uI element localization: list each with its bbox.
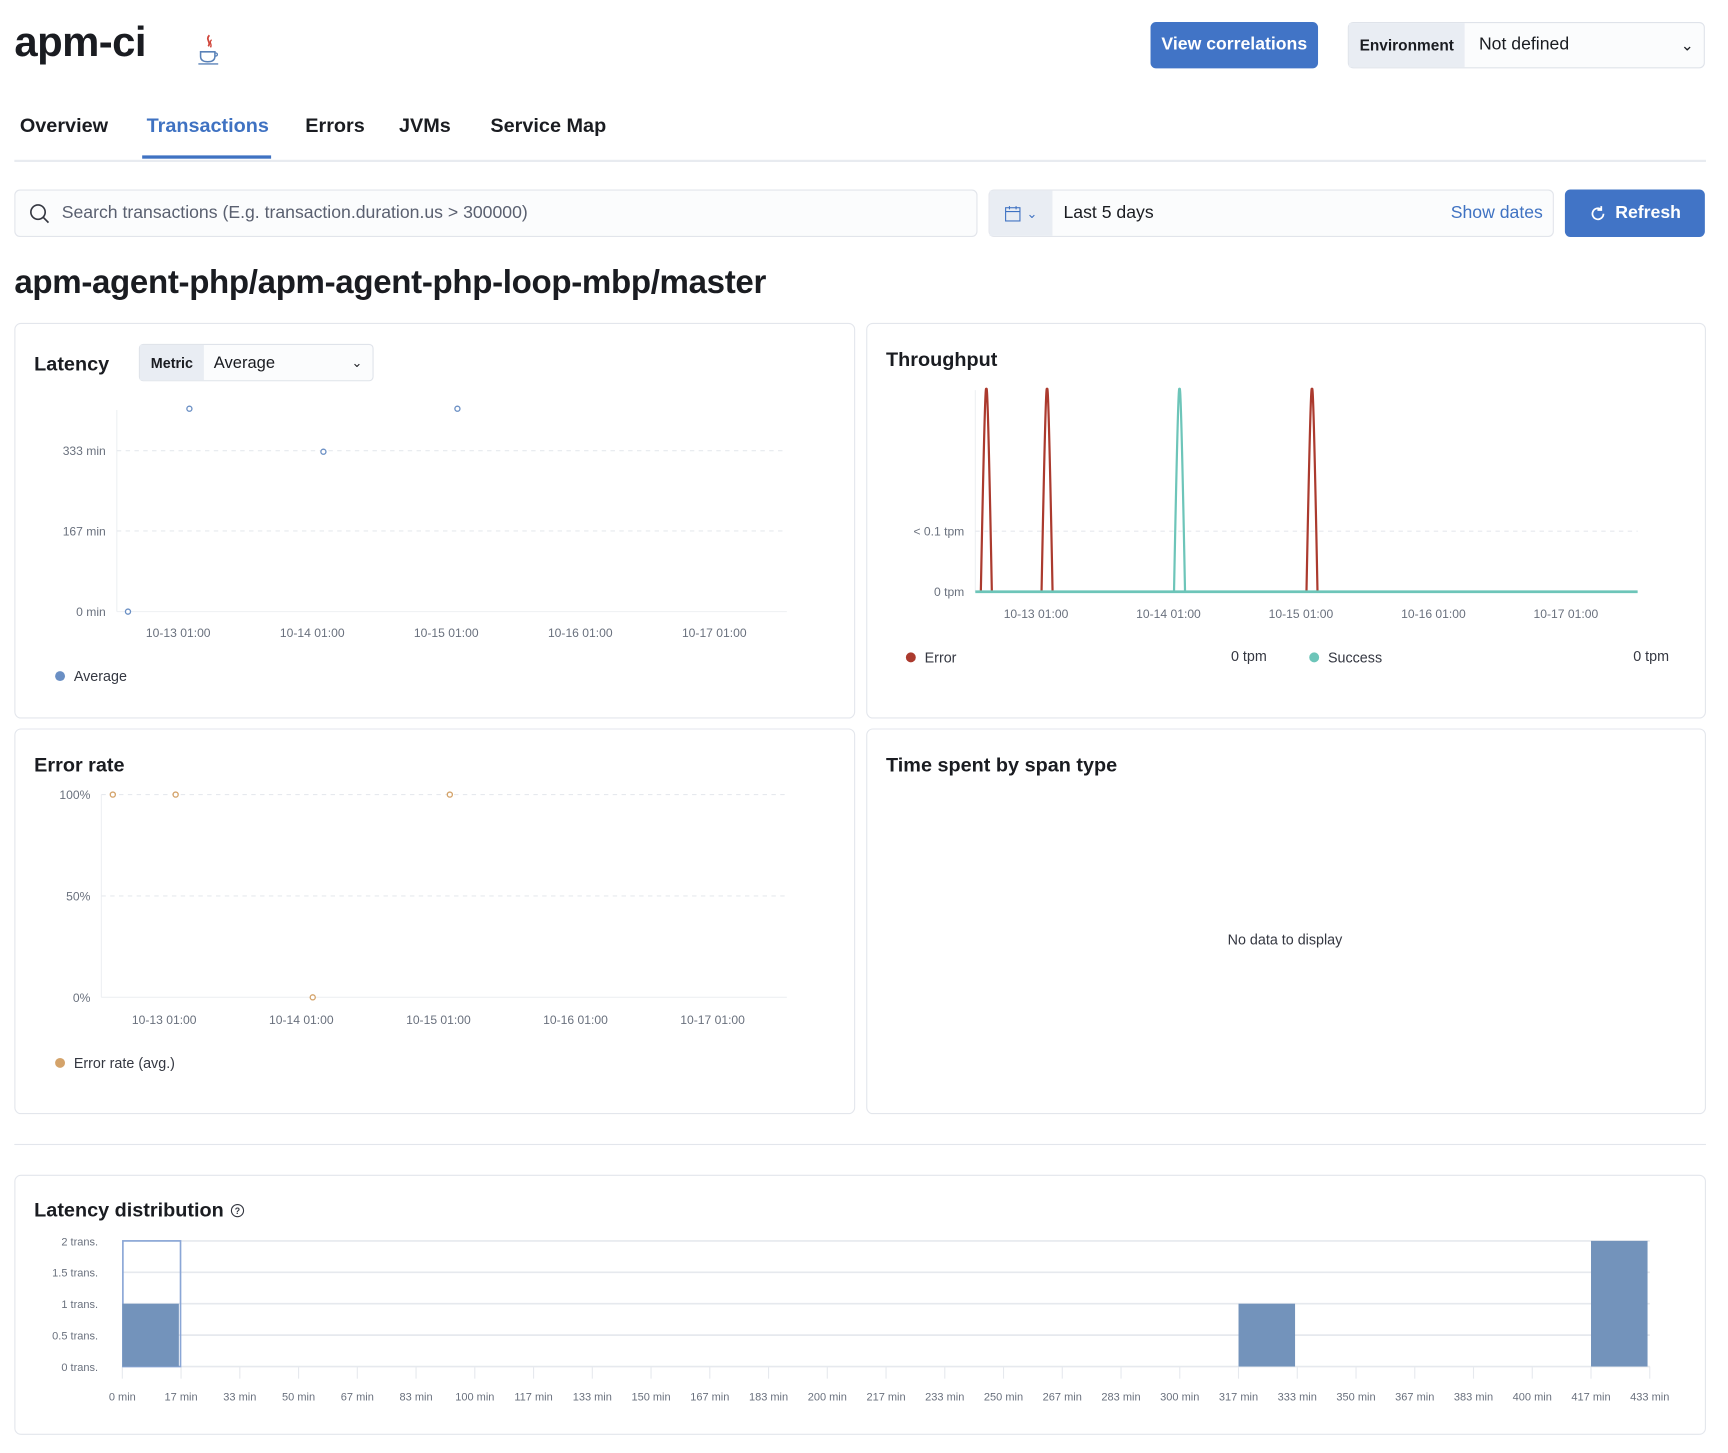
legend-success[interactable]: Success [1309, 649, 1382, 666]
environment-value: Not defined [1478, 35, 1570, 54]
legend-success-value: 0 tpm [1633, 647, 1670, 665]
legend-error-value: 0 tpm [1230, 647, 1267, 665]
chevron-down-icon: ⌄ [1680, 35, 1694, 54]
legend-dot [905, 652, 916, 663]
active-tab-indicator [142, 155, 272, 159]
section-divider [14, 1143, 1706, 1146]
tab-overview[interactable]: Overview [19, 114, 109, 137]
tab-jvms[interactable]: JVMs [398, 114, 451, 137]
span-type-title: Time spent by span type [886, 753, 1118, 776]
refresh-button[interactable]: Refresh [1564, 189, 1705, 237]
span-type-panel [866, 728, 1706, 1115]
environment-label: Environment [1348, 23, 1465, 68]
throughput-title: Throughput [886, 348, 998, 371]
legend-label: Error rate (avg.) [73, 1054, 175, 1072]
view-correlations-button[interactable]: View correlations [1150, 22, 1319, 69]
latency-metric-select[interactable]: Metric Average ⌄ [138, 343, 374, 382]
error-rate-panel [14, 728, 856, 1115]
refresh-label: Refresh [1615, 203, 1681, 223]
latency-distribution-title: Latency distribution [34, 1199, 224, 1222]
transaction-name: apm-agent-php/apm-agent-php-loop-mbp/mas… [14, 264, 767, 301]
tab-errors[interactable]: Errors [305, 114, 365, 137]
legend-dot [55, 671, 66, 682]
metric-value: Average [213, 353, 276, 372]
legend-label: Success [1327, 649, 1383, 666]
error-rate-title: Error rate [34, 753, 125, 776]
throughput-panel [866, 322, 1706, 719]
show-dates-link[interactable]: Show dates [1450, 203, 1543, 223]
search-input[interactable]: Search transactions (E.g. transaction.du… [14, 189, 978, 237]
tab-service-map[interactable]: Service Map [490, 114, 607, 137]
service-title: apm-ci [14, 19, 147, 67]
svg-text:?: ? [235, 1206, 240, 1216]
chevron-down-icon: ⌄ [351, 354, 363, 371]
legend-average[interactable]: Average [55, 667, 127, 685]
latency-panel [14, 322, 856, 719]
legend-label: Error [924, 649, 957, 666]
calendar-icon [1005, 205, 1022, 221]
no-data-message: No data to display [1227, 931, 1343, 948]
legend-dot [1309, 652, 1320, 663]
search-placeholder: Search transactions (E.g. transaction.du… [61, 203, 528, 223]
help-icon[interactable]: ? [230, 1203, 245, 1218]
latency-distribution-panel [14, 1174, 1706, 1435]
java-icon [198, 34, 219, 65]
quick-select-button[interactable]: ⌄ [989, 190, 1053, 236]
environment-select[interactable]: Environment Not defined ⌄ [1347, 22, 1705, 69]
legend-label: Average [73, 667, 127, 685]
date-range[interactable]: Last 5 days [1063, 203, 1154, 223]
legend-error[interactable]: Error [905, 649, 957, 666]
legend-dot [55, 1057, 66, 1068]
chevron-down-icon: ⌄ [1026, 205, 1038, 221]
date-picker[interactable]: ⌄ Last 5 days Show dates [988, 189, 1554, 237]
legend-error-rate[interactable]: Error rate (avg.) [55, 1054, 175, 1072]
tabs-divider [14, 159, 1706, 162]
refresh-icon [1591, 205, 1605, 220]
tab-transactions[interactable]: Transactions [146, 114, 269, 137]
latency-title: Latency [34, 352, 110, 375]
metric-label: Metric [139, 344, 204, 381]
search-icon [30, 203, 50, 223]
latency-distribution-header: Latency distribution ? [34, 1199, 245, 1222]
